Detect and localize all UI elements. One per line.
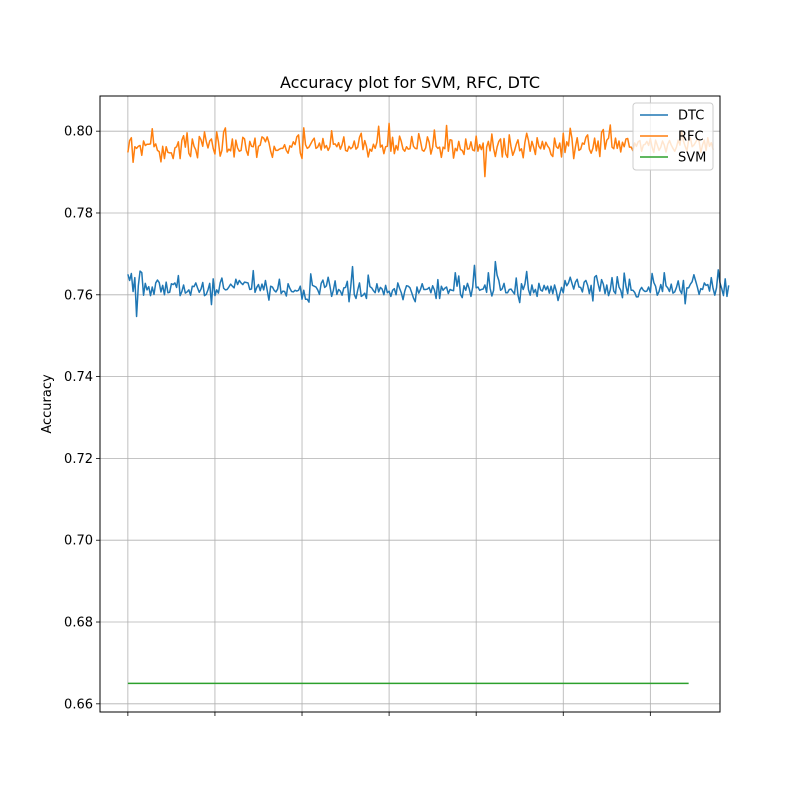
legend-frame [632,102,714,171]
y-tick-label: 0.68 [64,616,93,631]
x-axis-ticks [127,712,651,716]
y-tick-label: 0.78 [64,206,93,221]
y-tick-label: 0.76 [64,288,93,303]
series-line-rfc [127,122,714,178]
legend-label-svm: SVM [678,151,706,166]
legend-label-rfc: RFC [678,130,704,145]
y-tick-label: 0.72 [64,452,93,467]
series-lines [127,122,730,685]
y-tick-label: 0.74 [64,370,93,385]
y-axis-ticks: 0.66 0.68 0.70 0.72 0.74 0.76 0.78 0.80 [64,125,100,712]
y-axis-label: Accuracy [40,374,55,434]
legend-label-dtc: DTC [678,109,704,124]
legend: DTC RFC SVM [632,102,714,171]
grid [100,96,720,712]
chart-title: Accuracy plot for SVM, RFC, DTC [280,73,540,92]
series-line-dtc [127,260,730,318]
y-tick-label: 0.80 [64,125,93,140]
plot-area-frame [99,95,721,713]
y-tick-label: 0.66 [64,697,93,712]
y-tick-label: 0.70 [64,534,93,549]
